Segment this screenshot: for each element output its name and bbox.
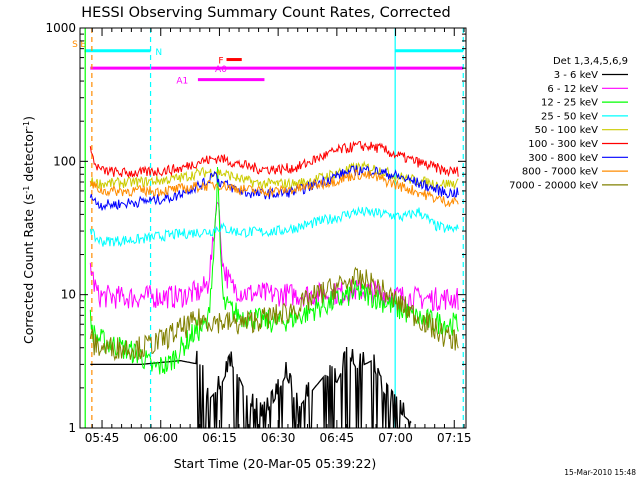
- series-line-2: [89, 166, 459, 375]
- flag-label-A0: A0: [215, 65, 227, 75]
- y-tick-label: 100: [53, 154, 76, 168]
- legend-title: Det 1,3,4,5,6,9: [553, 56, 628, 67]
- series-line-6: [89, 165, 459, 211]
- flag-label-F: F: [218, 57, 223, 67]
- legend-label-6: 300 - 800 keV: [528, 153, 598, 164]
- y-tick-label: 1: [68, 421, 76, 435]
- x-tick-label: 05:45: [85, 431, 120, 445]
- flag-label-A1: A1: [176, 77, 188, 87]
- chart-title: HESSI Observing Summary Count Rates, Cor…: [81, 5, 450, 21]
- legend-label-8: 7000 - 20000 keV: [509, 180, 598, 191]
- flag-bars: N FA0 A1 S E: [72, 40, 464, 87]
- legend-label-4: 50 - 100 keV: [535, 125, 599, 136]
- legend-label-2: 12 - 25 keV: [541, 98, 598, 109]
- series-line-1: [89, 201, 459, 312]
- event-vertical-lines: [84, 28, 464, 428]
- x-tick-label: 06:45: [320, 431, 355, 445]
- timestamp: 15-Mar-2010 15:48: [564, 468, 636, 477]
- legend-label-3: 25 - 50 keV: [541, 111, 598, 122]
- y-tick-label: 1000: [45, 21, 76, 35]
- legend-label-0: 3 - 6 keV: [554, 70, 598, 81]
- series-line-3: [89, 206, 459, 248]
- flag-label-S: S: [72, 40, 78, 50]
- x-tick-label: 07:15: [437, 431, 472, 445]
- flag-label-E: E: [80, 40, 86, 50]
- x-tick-label: 07:00: [378, 431, 413, 445]
- x-axis-label: Start Time (20-Mar-05 05:39:22): [174, 456, 377, 471]
- legend-label-1: 6 - 12 keV: [547, 84, 598, 95]
- series-line-0: [90, 346, 412, 429]
- flag-label-N: N: [155, 48, 162, 58]
- series-line-8: [89, 266, 459, 362]
- x-tick-label: 06:15: [202, 431, 237, 445]
- series-lines: [89, 140, 459, 429]
- x-tick-label: 06:00: [143, 431, 178, 445]
- axes-ticks: 05:45 06:00 06:15 06:30 06:45 07:00 07:15 1 10 10…: [45, 21, 471, 445]
- plot-frame: [79, 27, 467, 429]
- legend-label-5: 100 - 300 keV: [528, 139, 598, 150]
- legend: Det 1,3,4,5,6,9 3 - 6 keV 6 - 12 keV 12 - …: [509, 56, 628, 191]
- series-line-7: [89, 168, 459, 208]
- legend-label-7: 800 - 7000 keV: [522, 167, 598, 178]
- series-line-5: [89, 140, 459, 178]
- y-axis-label: Corrected Count Rate (s-1 detector-1): [21, 116, 36, 344]
- y-tick-label: 10: [61, 288, 76, 302]
- x-tick-label: 06:30: [261, 431, 296, 445]
